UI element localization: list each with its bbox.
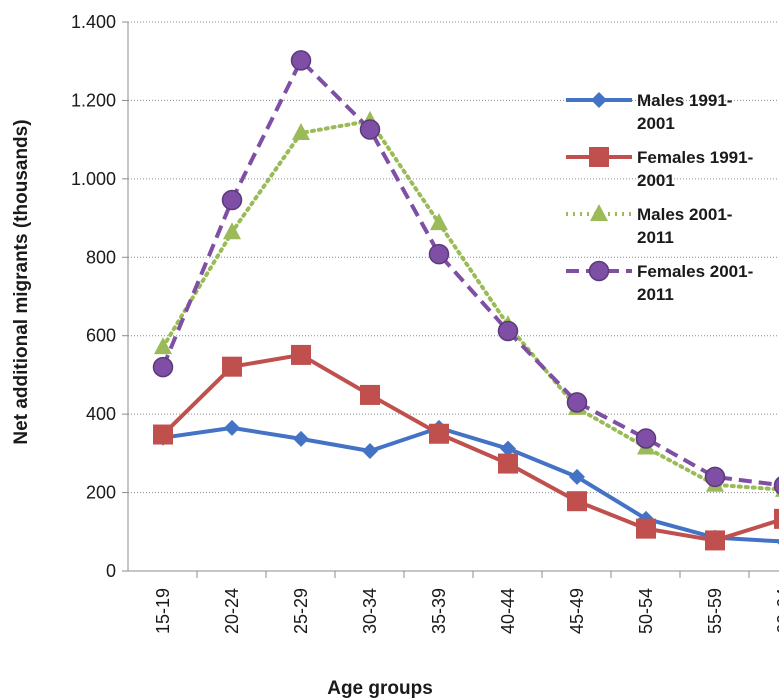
data-point [153, 424, 173, 445]
legend-marker [591, 92, 607, 108]
data-point [705, 530, 725, 551]
series-4 [152, 50, 779, 495]
x-tick-label: 60-64 [774, 588, 779, 634]
data-point [569, 468, 585, 485]
x-tick-label: 35-39 [429, 588, 449, 634]
data-point [704, 466, 726, 488]
data-point [293, 430, 309, 447]
data-point [292, 122, 310, 140]
data-point [224, 419, 240, 436]
legend-label: 2001 [637, 171, 675, 190]
legend: Males 1991- 2001 Females 1991- 2001 Males 20… [566, 91, 753, 304]
series-1 [155, 419, 779, 546]
data-point [429, 423, 449, 444]
x-tick-label: 25-29 [291, 588, 311, 634]
x-tick-label: 40-44 [498, 588, 518, 634]
data-point [498, 453, 518, 474]
y-axis-title: Net additional migrants (thousands) [11, 119, 32, 444]
data-point [567, 491, 587, 512]
data-point [497, 320, 519, 342]
series-group [152, 50, 779, 551]
legend-item-4: Females 2001- 2011 [566, 260, 753, 304]
legend-marker [588, 260, 610, 282]
legend-item-1: Males 1991- 2001 [566, 91, 732, 133]
x-tick-label: 45-49 [567, 588, 587, 634]
y-tick-label: 1.200 [71, 90, 116, 110]
y-tick-label: 800 [86, 247, 116, 267]
legend-label: Males 1991- [637, 91, 732, 110]
legend-label: Males 2001- [637, 205, 732, 224]
y-tick-label: 1.400 [71, 12, 116, 32]
y-tick-label: 1.000 [71, 169, 116, 189]
series-line [162, 425, 779, 544]
data-point [500, 440, 516, 457]
legend-marker [589, 147, 609, 167]
legend-label: Females 2001- [637, 262, 753, 281]
series-line [161, 58, 779, 487]
x-axis-title: Age groups [327, 678, 433, 699]
data-point [360, 384, 380, 405]
data-point [430, 213, 448, 231]
series-3 [154, 110, 779, 497]
x-tick-label: 15-19 [153, 588, 173, 634]
legend-label: Females 1991- [637, 148, 753, 167]
data-point [776, 538, 779, 545]
data-point [428, 243, 450, 265]
data-point [222, 356, 242, 377]
data-point [290, 50, 312, 71]
legend-label: 2001 [637, 114, 675, 133]
series-2 [153, 344, 779, 551]
x-tick-label: 20-24 [222, 588, 242, 634]
x-tick-label: 55-59 [705, 588, 725, 634]
data-point [359, 119, 381, 140]
gridlines [128, 21, 779, 494]
data-point [291, 344, 311, 365]
legend-marker [590, 204, 608, 221]
x-tick-label: 30-34 [360, 588, 380, 634]
data-point [635, 428, 657, 449]
data-point [362, 443, 378, 460]
y-tick-label: 200 [86, 483, 116, 503]
y-tick-label: 400 [86, 404, 116, 424]
axes: 0 200 400 600 800 1.000 1.200 1.400 15-19 20-24 25… [71, 12, 779, 634]
data-point [773, 476, 779, 495]
data-point [221, 189, 243, 211]
data-point [636, 518, 656, 539]
legend-label: 2011 [637, 228, 674, 247]
y-tick-label: 0 [106, 561, 116, 581]
legend-label: 2011 [637, 285, 674, 304]
y-tick-label: 600 [86, 326, 116, 346]
data-point [774, 508, 779, 529]
series-line [161, 118, 779, 492]
x-tick-label: 50-54 [636, 588, 656, 634]
series-line [161, 352, 779, 543]
data-point [566, 392, 588, 413]
data-point [223, 222, 241, 240]
legend-item-2: Females 1991- 2001 [566, 147, 753, 190]
data-point [154, 337, 172, 355]
legend-item-3: Males 2001- 2011 [566, 204, 732, 247]
data-point [152, 356, 174, 378]
